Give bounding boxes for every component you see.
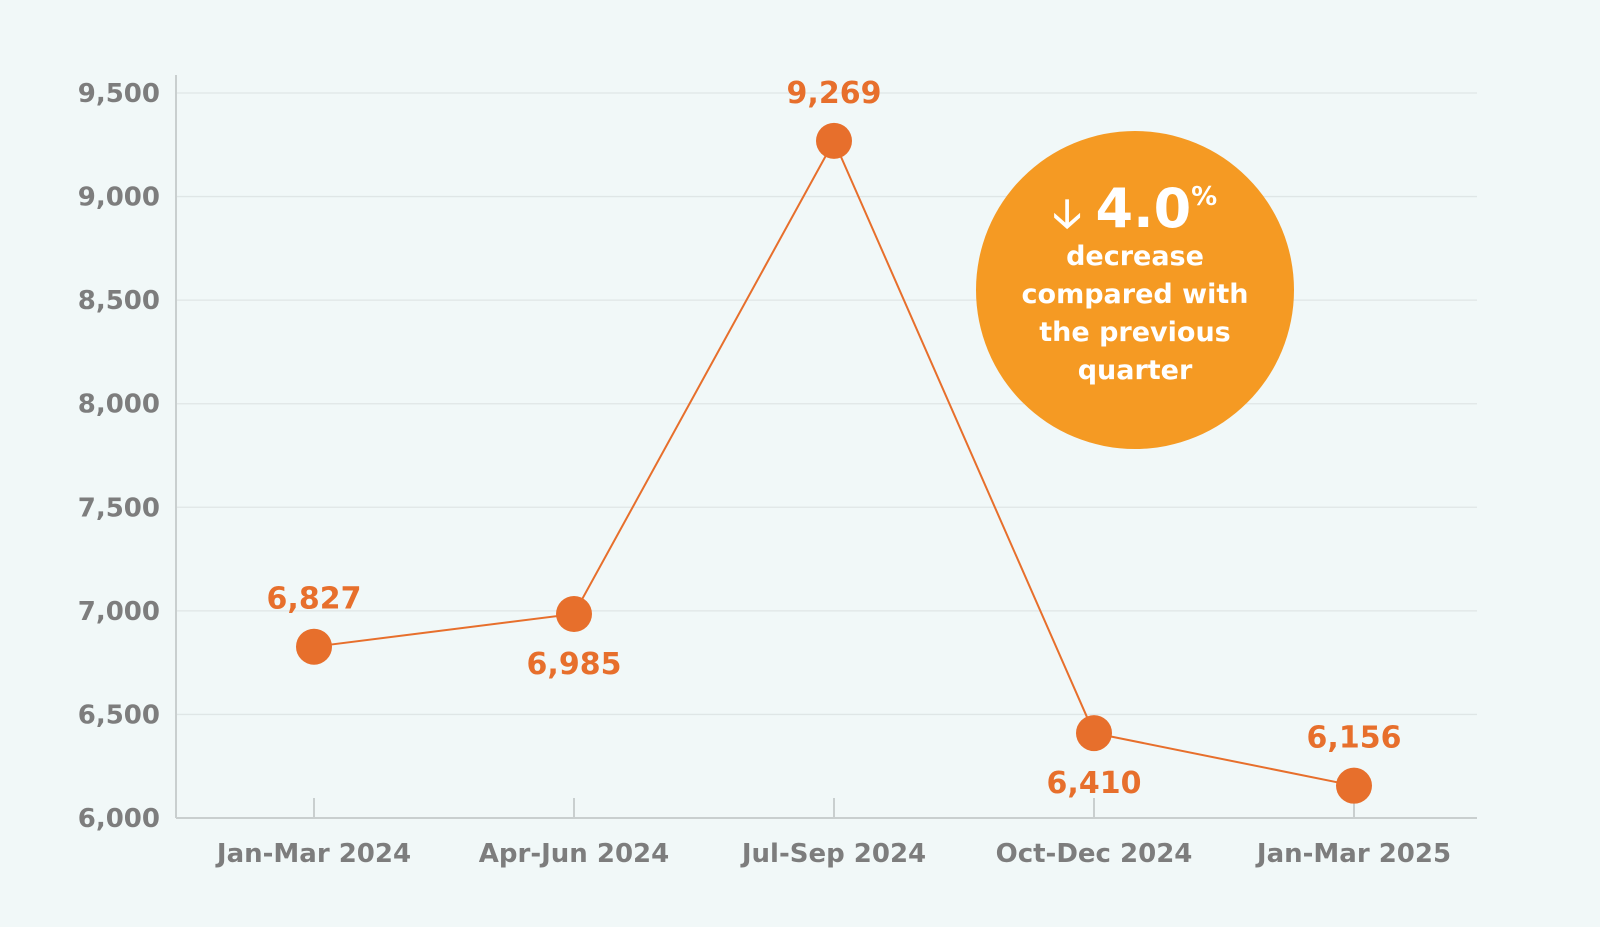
- data-point: [296, 628, 332, 665]
- data-label: 6,410: [1047, 766, 1142, 801]
- callout-unit: %: [1191, 182, 1218, 212]
- down-arrow-icon: 🡣: [1052, 191, 1082, 237]
- data-point: [816, 122, 852, 159]
- x-tick-label: Apr-Jun 2024: [479, 839, 669, 869]
- data-label: 9,269: [787, 76, 882, 111]
- y-tick-label: 6,500: [78, 700, 160, 730]
- y-tick-label: 9,500: [78, 79, 160, 109]
- change-callout: 🡣 4.0 % decrease compared with the previ…: [976, 131, 1294, 449]
- y-tick-label: 8,000: [78, 390, 160, 420]
- callout-text: decrease compared with the previous quar…: [1021, 241, 1249, 386]
- x-tick-label: Jan-Mar 2024: [215, 839, 411, 869]
- data-label: 6,156: [1307, 721, 1402, 756]
- data-label: 6,827: [267, 582, 362, 617]
- data-point: [1336, 767, 1372, 804]
- x-tick-label: Jan-Mar 2025: [1255, 839, 1451, 869]
- y-tick-label: 6,000: [78, 804, 160, 834]
- y-tick-label: 7,000: [78, 597, 160, 627]
- callout-value: 4.0: [1095, 177, 1192, 240]
- y-tick-label: 8,500: [78, 286, 160, 316]
- x-tick-label: Oct-Dec 2024: [996, 839, 1193, 869]
- data-label: 6,985: [527, 647, 622, 682]
- data-point: [1076, 715, 1112, 752]
- x-tick-label: Jul-Sep 2024: [740, 839, 926, 869]
- y-tick-label: 7,500: [78, 493, 160, 523]
- data-point: [556, 595, 592, 632]
- y-tick-label: 9,000: [78, 183, 160, 213]
